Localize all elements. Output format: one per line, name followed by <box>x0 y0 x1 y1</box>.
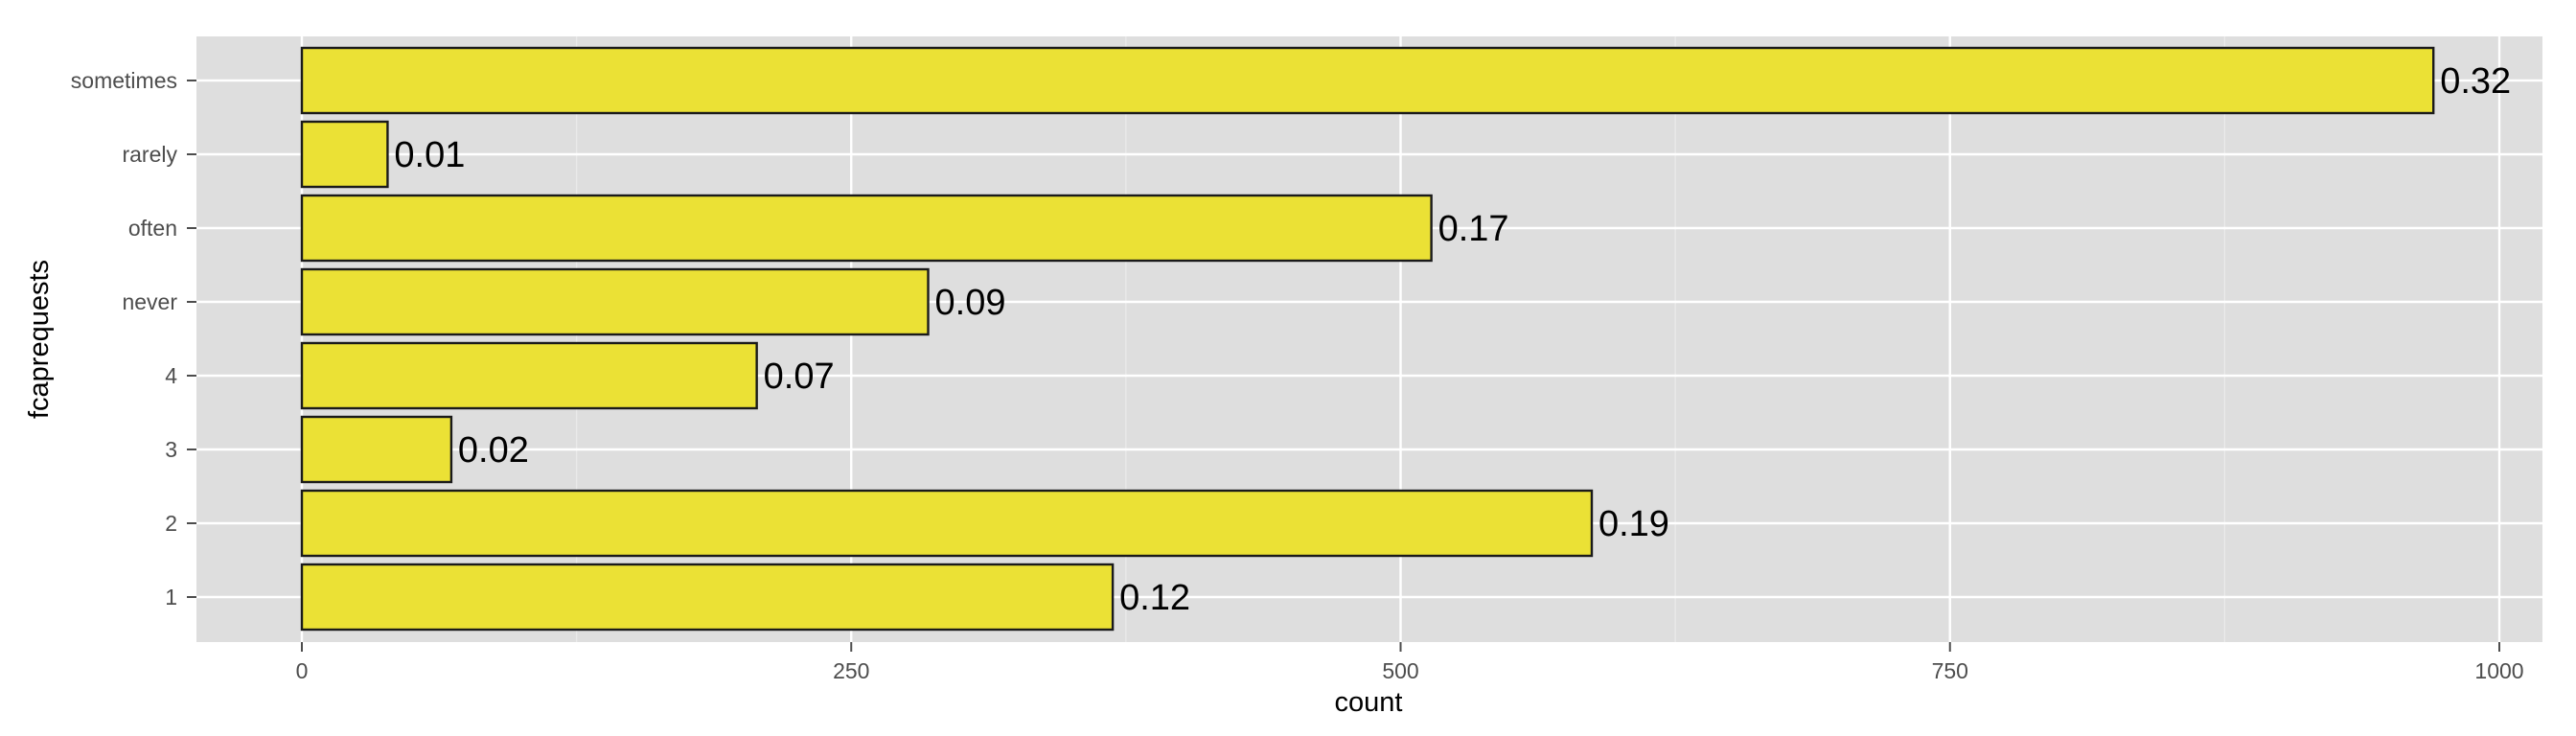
bar-rarely <box>300 120 389 189</box>
bar-sometimes <box>300 46 2435 115</box>
y-tick-label: 3 <box>165 437 177 462</box>
bar-data-label: 0.19 <box>1598 504 1669 544</box>
y-axis: 1 2 3 4 never often rarely sometimes <box>71 68 196 610</box>
bar-data-label: 0.07 <box>764 356 835 397</box>
y-axis-title: fcaprequests <box>24 260 55 419</box>
bar-1 <box>300 563 1115 632</box>
bar-data-label: 0.17 <box>1438 209 1509 249</box>
bar-labels: 0.12 0.19 0.02 0.07 0.09 0.17 0.01 0.32 <box>394 61 2511 618</box>
y-tick-label: often <box>128 216 177 241</box>
x-tick-label: 250 <box>833 658 869 683</box>
y-tick-label: rarely <box>122 142 177 167</box>
bar-4 <box>300 341 758 410</box>
bar-data-label: 0.01 <box>394 135 465 175</box>
y-tick-label: 4 <box>165 363 177 388</box>
bar-data-label: 0.02 <box>458 430 529 471</box>
bar-2 <box>300 489 1594 558</box>
bar-data-label: 0.09 <box>935 283 1006 323</box>
bar-data-label: 0.32 <box>2440 61 2511 102</box>
y-tick-label: 2 <box>165 511 177 536</box>
bar-3 <box>300 415 453 484</box>
x-axis: 0 250 500 750 1000 <box>296 642 2524 683</box>
bar-never <box>300 267 930 336</box>
x-tick-label: 1000 <box>2474 658 2523 683</box>
bar-data-label: 0.12 <box>1119 578 1190 618</box>
x-tick-label: 0 <box>296 658 309 683</box>
bars <box>300 46 2435 632</box>
y-tick-label: never <box>122 289 177 314</box>
x-axis-title: count <box>1335 687 1403 718</box>
y-tick-label: sometimes <box>71 68 177 93</box>
x-tick-label: 500 <box>1382 658 1418 683</box>
x-tick-label: 750 <box>1932 658 1968 683</box>
y-tick-label: 1 <box>165 585 177 610</box>
bar-often <box>300 194 1433 263</box>
